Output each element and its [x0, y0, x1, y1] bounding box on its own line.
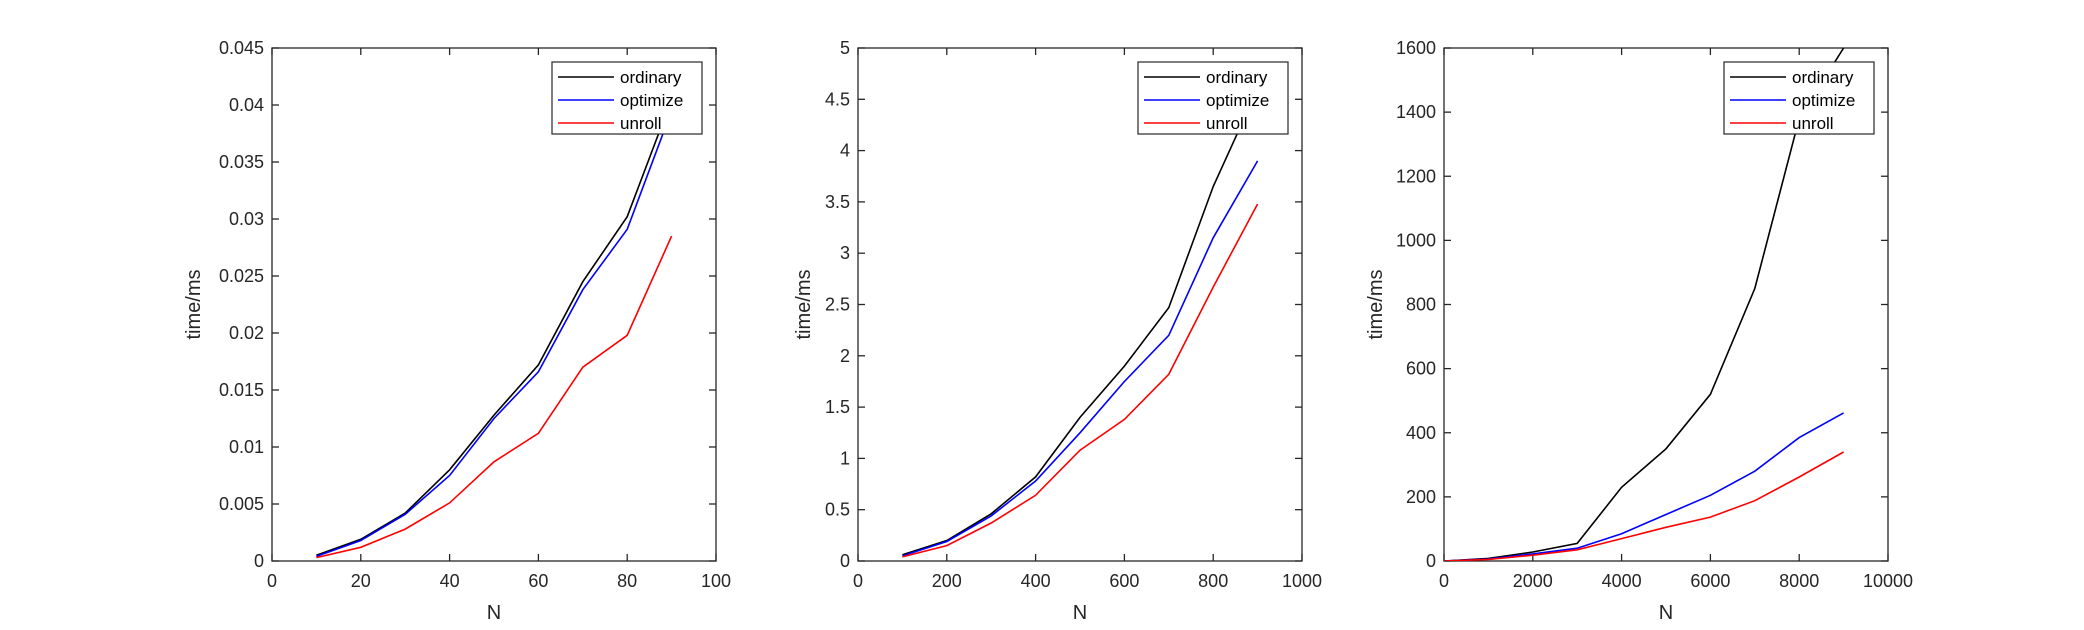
- y-tick-label: 3: [840, 243, 850, 263]
- y-tick-label: 0.015: [219, 380, 264, 400]
- series-group: [316, 99, 673, 559]
- series-line-ordinary: [316, 99, 673, 557]
- x-tick-label: 60: [528, 571, 548, 591]
- y-tick-label: 5: [840, 38, 850, 58]
- y-axis-label: time/ms: [1365, 270, 1387, 340]
- chart-panel-2: 0 200 400 600 800 1000 0 0.5 1 1.5 2 2.5 3 3.5 4 4.5 5 Nt…: [793, 38, 1322, 624]
- x-tick-label: 400: [1021, 571, 1051, 591]
- legend: ordinary optimize unroll: [1723, 61, 1875, 135]
- legend: ordinary optimize unroll: [1137, 61, 1289, 135]
- y-tick-label: 0: [840, 551, 850, 571]
- x-tick-label: 800: [1198, 571, 1228, 591]
- x-axis-label: N: [1659, 602, 1673, 624]
- x-tick-label: 10000: [1863, 571, 1913, 591]
- y-tick-label: 0.04: [229, 95, 264, 115]
- x-tick-label: 80: [617, 571, 637, 591]
- x-tick-label: 0: [1439, 571, 1449, 591]
- y-tick-label: 0.01: [229, 437, 264, 457]
- y-tick-label: 2.5: [825, 295, 850, 315]
- series-group: [902, 88, 1259, 558]
- series-line-ordinary: [1444, 48, 1845, 561]
- x-tick-label: 1000: [1282, 571, 1322, 591]
- y-axis-label: time/ms: [183, 270, 205, 340]
- y-tick-label: 1: [840, 448, 850, 468]
- x-tick-label: 200: [932, 571, 962, 591]
- legend-label-optimize: optimize: [620, 91, 683, 110]
- series-line-unroll: [1444, 451, 1844, 561]
- y-axis-label: time/ms: [793, 270, 815, 340]
- series-line-optimize: [902, 160, 1259, 557]
- series-group: [1444, 48, 1845, 561]
- legend-label-unroll: unroll: [620, 114, 662, 133]
- axes-box: [271, 47, 717, 562]
- y-tick-label: 0.035: [219, 152, 264, 172]
- x-tick-label: 8000: [1779, 571, 1819, 591]
- y-tick-label: 2: [840, 346, 850, 366]
- x-tick-label: 40: [440, 571, 460, 591]
- legend-label-ordinary: ordinary: [620, 68, 682, 87]
- y-tick-label: 0.045: [219, 38, 264, 58]
- legend-label-optimize: optimize: [1206, 91, 1269, 110]
- x-tick-label: 600: [1109, 571, 1139, 591]
- series-line-optimize: [316, 110, 673, 558]
- x-tick-label: 0: [267, 571, 277, 591]
- x-tick-label: 0: [853, 571, 863, 591]
- series-line-optimize: [1444, 412, 1844, 561]
- y-tick-label: 1000: [1396, 230, 1436, 250]
- legend-box: [1723, 61, 1875, 135]
- chart-panel-3: 0 2000 4000 6000 8000 10000 0 200 400 600 800 1000 1…: [1365, 38, 1913, 624]
- x-tick-label: 2000: [1513, 571, 1553, 591]
- y-tick-label: 0: [254, 551, 264, 571]
- x-tick-label: 20: [351, 571, 371, 591]
- legend-label-unroll: unroll: [1206, 114, 1248, 133]
- y-tick-label: 1600: [1396, 38, 1436, 58]
- y-tick-label: 0.025: [219, 266, 264, 286]
- chart-panel-1: 0 20 40 60 80 100 0 0.005 0.01 0.015 0.02 0.025 0.03…: [183, 38, 731, 624]
- legend-label-ordinary: ordinary: [1206, 68, 1268, 87]
- x-tick-label: 100: [701, 571, 731, 591]
- y-tick-label: 1400: [1396, 102, 1436, 122]
- y-tick-label: 3.5: [825, 192, 850, 212]
- x-axis-label: N: [1073, 602, 1087, 624]
- y-tick-label: 200: [1406, 487, 1436, 507]
- y-tick-label: 0.03: [229, 209, 264, 229]
- y-tick-label: 1200: [1396, 166, 1436, 186]
- y-tick-label: 600: [1406, 359, 1436, 379]
- x-axis-label: N: [487, 602, 501, 624]
- series-line-unroll: [316, 235, 673, 559]
- x-tick-label: 6000: [1690, 571, 1730, 591]
- y-tick-label: 4.5: [825, 89, 850, 109]
- y-tick-label: 4: [840, 141, 850, 161]
- legend-box: [551, 61, 703, 135]
- legend-label-optimize: optimize: [1792, 91, 1855, 110]
- legend-box: [1137, 61, 1289, 135]
- legend-label-ordinary: ordinary: [1792, 68, 1854, 87]
- series-line-unroll: [902, 203, 1259, 558]
- legend: ordinary optimize unroll: [551, 61, 703, 135]
- y-tick-label: 0.5: [825, 500, 850, 520]
- y-tick-label: 1.5: [825, 397, 850, 417]
- y-tick-label: 800: [1406, 295, 1436, 315]
- legend-label-unroll: unroll: [1792, 114, 1834, 133]
- y-tick-label: 0.005: [219, 494, 264, 514]
- y-tick-label: 400: [1406, 423, 1436, 443]
- y-tick-label: 0: [1426, 551, 1436, 571]
- series-line-ordinary: [902, 88, 1259, 556]
- y-tick-label: 0.02: [229, 323, 264, 343]
- x-tick-label: 4000: [1602, 571, 1642, 591]
